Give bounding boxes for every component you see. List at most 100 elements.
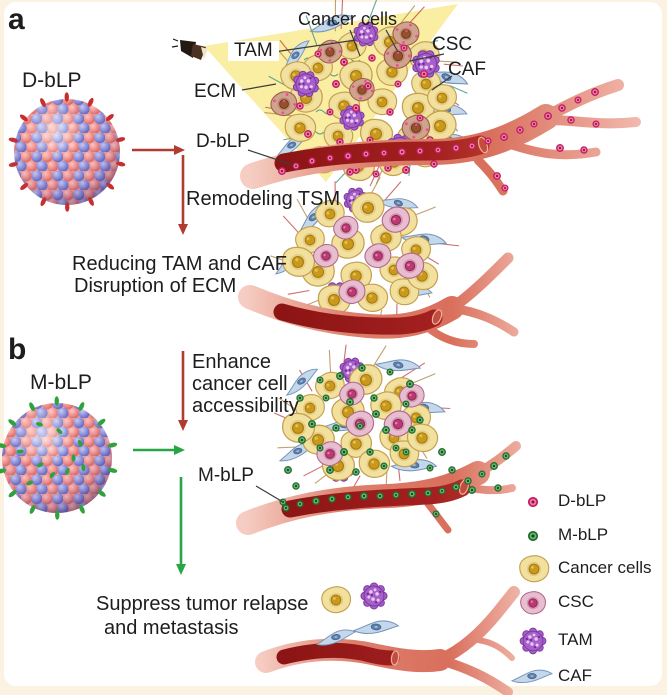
ecm-fiber	[449, 85, 468, 94]
mblp-vessel-label: M-bLP	[198, 465, 254, 486]
ligand	[0, 443, 7, 448]
ligand	[97, 418, 106, 426]
ligand	[55, 510, 60, 520]
mblp-dot	[291, 481, 301, 491]
dblp-dot	[343, 151, 353, 161]
mblp-dot	[370, 394, 378, 402]
ligand	[106, 182, 115, 190]
surface-ligand	[56, 428, 63, 435]
legend-label-mblp: M-bLP	[558, 525, 609, 544]
process-b-line2: cancer cell	[192, 373, 288, 395]
mblp-dot	[425, 463, 435, 473]
ecm-fiber	[303, 465, 324, 477]
legend-label-cancer: Cancer cells	[558, 558, 652, 577]
ligand	[19, 114, 28, 122]
csc-label: CSC	[432, 34, 473, 55]
dblp-dot	[303, 129, 313, 139]
pointer-lines	[241, 29, 453, 503]
dblp-dot-icon	[527, 496, 539, 508]
dblp-dot	[501, 184, 509, 192]
dblp-dot	[499, 132, 509, 142]
tumor-b	[276, 352, 447, 487]
dblp-dot	[434, 146, 442, 154]
dblp-dot	[331, 79, 341, 89]
ligand	[115, 137, 126, 142]
mblp-dot	[375, 491, 385, 501]
ecm-label: ECM	[194, 81, 237, 102]
cancer-cell	[319, 584, 353, 615]
surface-ligand	[36, 462, 44, 468]
legend-label-caf: CAF	[558, 666, 592, 685]
flow-arrows	[132, 145, 188, 575]
mblp-title: M-bLP	[30, 371, 92, 394]
dblp-dot	[385, 107, 395, 117]
ligand	[78, 402, 85, 411]
ligand	[65, 202, 70, 212]
dblp-dot	[397, 147, 407, 157]
caf-cell-icon	[511, 669, 553, 684]
ecm-fiber	[287, 289, 310, 295]
mblp-dot	[372, 410, 380, 418]
ligand	[107, 442, 118, 448]
mblp-dot	[447, 465, 457, 475]
mblp-dot	[463, 476, 473, 486]
dblp-dot	[555, 143, 565, 153]
mblp-dot	[438, 487, 446, 495]
surface-ligand	[77, 439, 83, 447]
mblp-dot	[307, 419, 317, 429]
dblp-dot	[415, 113, 425, 123]
mblp-dot	[477, 469, 487, 479]
panel-b-tag: b	[8, 333, 27, 366]
ligand	[29, 402, 35, 412]
legend-label-dblp: D-bLP	[558, 491, 607, 510]
outcome-b-line2: and metastasis	[104, 617, 239, 639]
flashlight-icon	[171, 38, 208, 60]
tam-cell	[360, 582, 388, 610]
legend-label-tam: TAM	[558, 630, 593, 649]
caf-cell	[374, 352, 422, 379]
dblp-dot	[351, 103, 361, 113]
cancer-cells-label: Cancer cells	[298, 9, 398, 29]
ecm-fiber	[443, 63, 463, 67]
outcome-b-line1: Suppress tumor relapse	[96, 593, 309, 615]
dblp-dot	[372, 170, 380, 178]
dblp-title: D-bLP	[22, 69, 82, 92]
process-b-line3: accessibility	[192, 395, 299, 417]
mblp-dot	[283, 465, 293, 475]
dblp-dot	[429, 159, 439, 169]
tam-label: TAM	[228, 41, 279, 61]
dblp-dot	[591, 119, 601, 129]
ecm-fiber	[399, 362, 426, 380]
ligand	[105, 114, 114, 121]
ligand	[8, 162, 19, 167]
dblp-vessel-label: D-bLP	[196, 131, 250, 152]
blood-vessel-a2	[238, 252, 519, 348]
mblp-dot	[331, 423, 341, 433]
ligand	[40, 98, 46, 107]
ligand	[8, 419, 17, 427]
caf-label: CAF	[448, 59, 486, 80]
mblp-dot	[345, 397, 355, 407]
csc-cell-icon	[519, 590, 547, 615]
panel-a-tag: a	[8, 3, 25, 36]
ligand	[88, 197, 94, 206]
mblp-dot	[402, 448, 410, 456]
mblp-dot	[297, 435, 307, 445]
surface-ligand	[71, 454, 76, 462]
caf-cell	[353, 618, 400, 637]
ligand	[20, 183, 29, 190]
dblp-dot	[346, 168, 354, 176]
ligand	[8, 490, 17, 498]
cancer-cell-icon	[518, 554, 550, 583]
dblp-dot	[467, 141, 477, 151]
legend-label-csc: CSC	[558, 592, 594, 611]
outcome-a-line1: Reducing TAM and CAF	[72, 253, 287, 275]
mblp-dot	[402, 400, 410, 408]
mblp-dot	[379, 461, 389, 471]
mblp-dot	[359, 491, 369, 501]
ligand	[8, 137, 19, 143]
surface-ligand	[26, 480, 34, 486]
dblp-dot	[483, 136, 493, 146]
process-b-line1: Enhance	[192, 351, 271, 373]
